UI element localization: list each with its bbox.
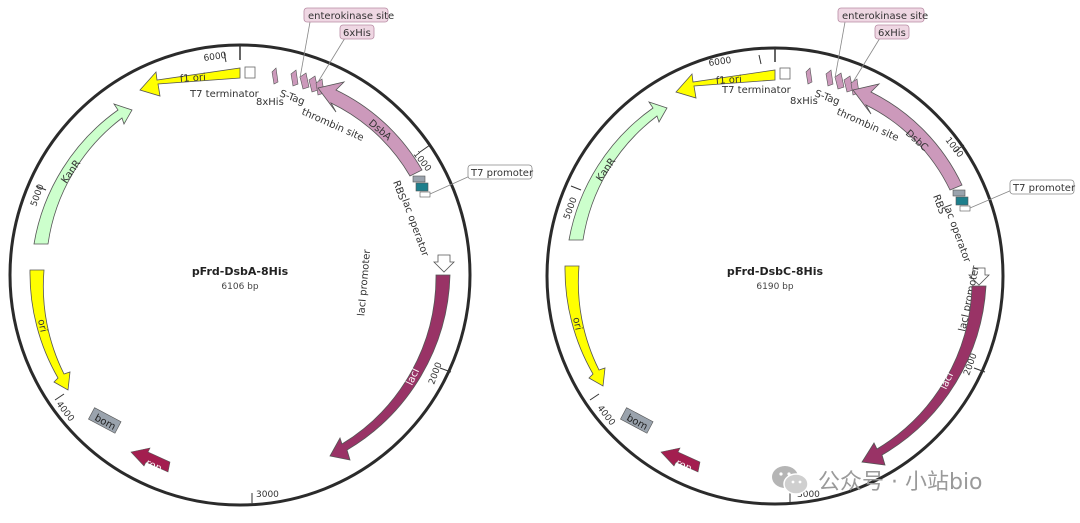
bom-label: bom (624, 413, 649, 433)
gene-dsbc-arrow (852, 83, 963, 191)
8xhis-feature (805, 67, 813, 85)
tick-mark (54, 393, 65, 401)
plasmid-size: 6106 bp (221, 282, 258, 292)
ori-feature (564, 265, 606, 387)
thrombin-feature (834, 72, 845, 90)
watermark: 公众号 · 小站bio (770, 462, 983, 498)
tick-mark (758, 54, 762, 65)
ori-label: ori (570, 316, 583, 331)
t7-terminator-label: T7 terminator (189, 89, 260, 100)
kanr-feature (33, 103, 133, 245)
bom-label: bom (92, 413, 117, 433)
t7-promoter-label: T7 promoter (470, 168, 534, 179)
lac-operator-feature (955, 196, 969, 206)
gene-dsba-arrow (317, 81, 423, 177)
f1-ori-label: f1 ori (715, 74, 742, 87)
bom-feature (620, 407, 654, 434)
tick-label-5000: 5000 (29, 183, 46, 208)
tick-mark (35, 185, 47, 191)
8xhis-label: 8xHis (790, 96, 818, 107)
rop-feature (130, 447, 171, 473)
tick-mark (570, 185, 582, 191)
rop-feature (660, 447, 701, 473)
t7-promoter-feature (959, 205, 971, 212)
6xhis-label: 6xHis (878, 28, 906, 39)
6xhis-callout (874, 24, 910, 40)
thrombin-feature (299, 72, 310, 90)
tick-mark (953, 144, 965, 153)
laci-feature (329, 274, 451, 461)
6xhis-leader (317, 37, 346, 83)
t7-promoter-callout (1009, 179, 1075, 195)
enterokinase-label: enterokinase site (842, 11, 928, 22)
enterokinase-leader (834, 21, 846, 79)
enterokinase-leader (299, 21, 311, 79)
8xhis-feature (271, 67, 279, 85)
laci-promoter-feature (968, 267, 990, 286)
watermark-text: 公众号 · 小站bio (818, 470, 983, 495)
f1-ori-feature (139, 67, 241, 97)
6xhis-leader (852, 37, 881, 83)
6xhis-callout (339, 24, 375, 40)
laci-promoter-label: lacI promoter (356, 248, 373, 317)
laci-promoter-feature (433, 254, 455, 273)
wechat-logo-icon (772, 466, 809, 495)
tick-mark (419, 144, 431, 153)
rbs-feature (412, 175, 426, 183)
6xhis-label: 6xHis (343, 28, 371, 39)
tick-mark (223, 51, 227, 63)
8xhis-label: 8xHis (256, 97, 284, 108)
t7-terminator-box (244, 66, 256, 79)
tick-label-3000: 3000 (797, 490, 820, 500)
tick-label-6000: 6000 (203, 51, 227, 64)
lac-operator-label: lac operator (941, 203, 972, 265)
tick-label-6000: 6000 (708, 56, 732, 69)
tick-mark (589, 393, 600, 401)
tick-mark (973, 367, 986, 373)
t7-terminator-label: T7 terminator (721, 85, 792, 96)
plasmid-name: pFrd-DsbA-8His (192, 265, 289, 278)
rbs-feature (952, 189, 966, 197)
t7-promoter-leader (969, 189, 1013, 209)
lac-operator-feature (415, 182, 429, 192)
t7-promoter-callout (467, 164, 533, 180)
f1-ori-label: f1 ori (179, 72, 206, 85)
lac-operator-label: lac operator (399, 197, 430, 259)
t7-promoter-leader (429, 175, 471, 195)
s-tag-feature (290, 69, 299, 87)
t7-promoter-feature (419, 191, 431, 198)
ori-label: ori (35, 318, 48, 333)
f1-ori-feature (675, 69, 776, 99)
kanr-feature (568, 101, 668, 241)
plasmid-map-2: 6000 1000 5000 2000 4000 3000 f1 ori T7 … (545, 7, 1076, 506)
tick-mark (439, 367, 452, 373)
tick-label-3000: 3000 (256, 490, 279, 500)
enterokinase-label: enterokinase site (308, 11, 394, 22)
plasmid-name: pFrd-DsbC-8His (727, 265, 824, 278)
enterokinase-callout (303, 7, 389, 23)
t7-terminator-box (779, 67, 791, 80)
tick-label-4000: 4000 (595, 404, 617, 428)
bom-feature (88, 407, 122, 434)
plasmid-map-1: 6000 1000 5000 2000 4000 3000 f1 ori T7 … (8, 7, 534, 507)
plasmid-size: 6190 bp (756, 282, 793, 292)
t7-promoter-label: T7 promoter (1012, 183, 1076, 194)
s-tag-feature (825, 69, 834, 87)
ori-feature (29, 269, 71, 391)
laci-feature (861, 285, 987, 466)
enterokinase-callout (837, 7, 925, 23)
